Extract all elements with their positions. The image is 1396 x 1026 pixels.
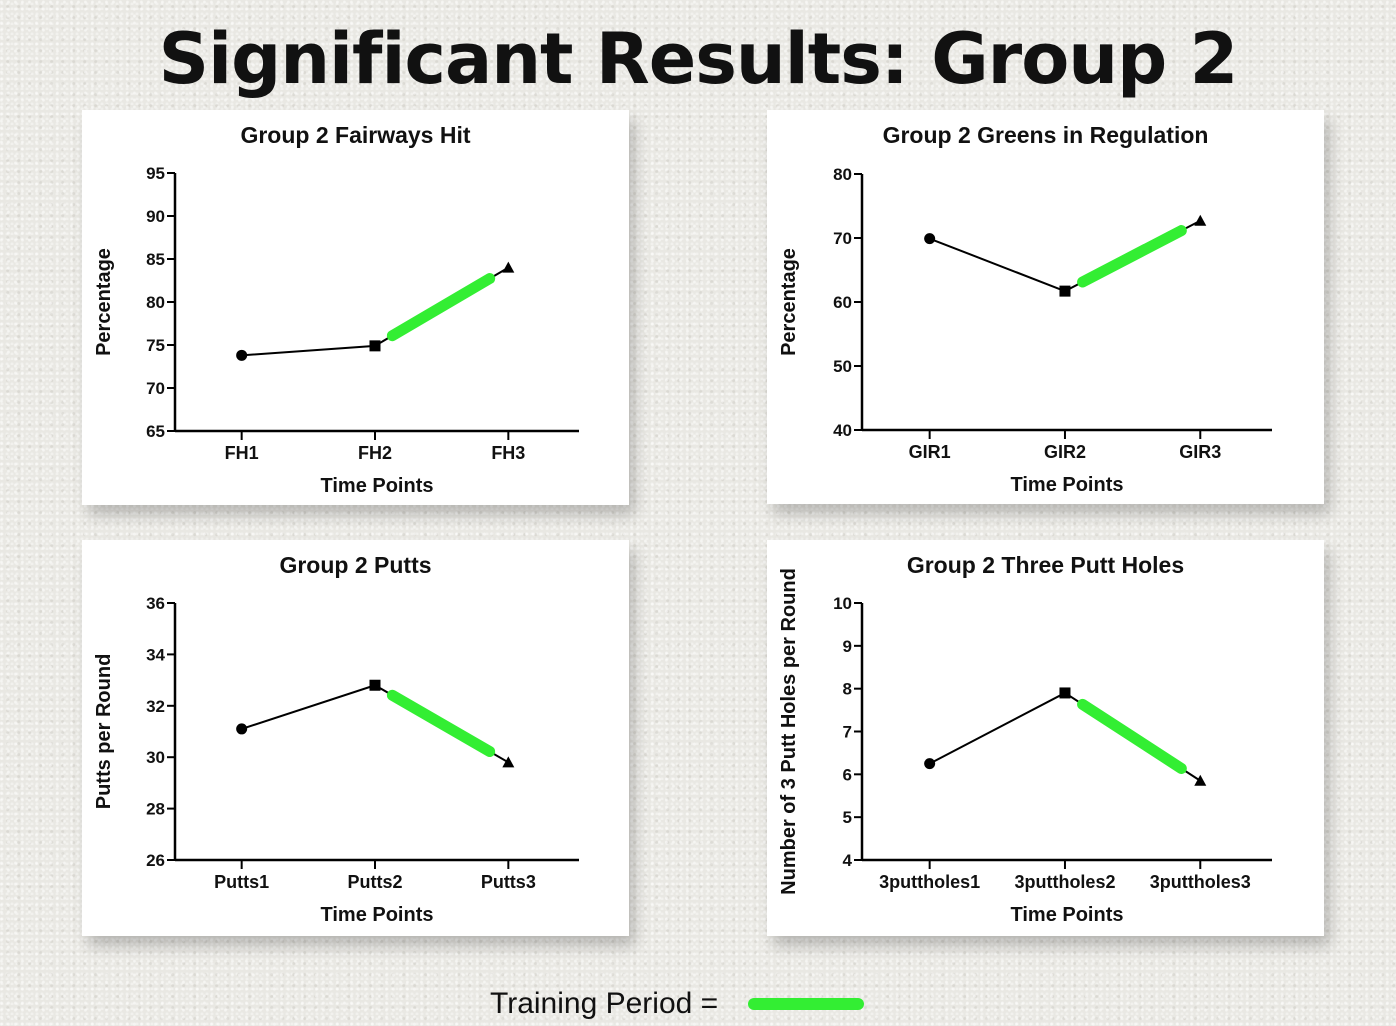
x-tick-label: GIR2 <box>1044 442 1086 462</box>
y-tick-label: 60 <box>833 293 852 312</box>
y-tick-label: 4 <box>843 851 853 870</box>
y-tick-label: 70 <box>833 229 852 248</box>
marker-square <box>1059 687 1071 699</box>
x-tick-label: Putts3 <box>481 872 536 892</box>
chart-title: Group 2 Greens in Regulation <box>883 122 1209 148</box>
legend-training-swatch <box>748 998 865 1010</box>
y-tick-label: 40 <box>833 421 852 440</box>
marker-square <box>369 340 381 352</box>
x-tick-label: 3puttholes2 <box>1014 872 1115 892</box>
y-tick-label: 32 <box>146 697 165 716</box>
x-tick-label: FH1 <box>225 443 259 463</box>
y-tick-label: 9 <box>843 637 852 656</box>
y-axis-label: Percentage <box>778 248 800 356</box>
x-axis-label: Time Points <box>1011 904 1124 926</box>
training-period-segment <box>386 689 496 758</box>
legend: Training Period = <box>490 982 865 1026</box>
chart-title: Group 2 Putts <box>279 552 431 578</box>
y-tick-label: 26 <box>146 851 165 870</box>
chart-greens-in-regulation: Group 2 Greens in Regulation 40 50 60 70 80 GI… <box>778 122 1272 496</box>
y-tick-label: 70 <box>146 379 165 398</box>
x-tick-label: Putts1 <box>214 872 269 892</box>
y-tick-label: 8 <box>843 680 852 699</box>
y-tick-label: 95 <box>146 164 165 183</box>
marker-circle <box>236 349 248 361</box>
y-tick-label: 90 <box>146 207 165 226</box>
y-axis-label: Percentage <box>93 248 115 356</box>
y-tick-label: 36 <box>146 594 165 613</box>
chart-putts: Group 2 Putts 26 28 30 32 34 36 Putts1 Putts2 Put… <box>93 552 579 926</box>
marker-square <box>1059 285 1071 297</box>
legend-label: Training Period = <box>490 987 719 1020</box>
y-tick-label: 28 <box>146 800 165 819</box>
y-tick-label: 7 <box>843 723 852 742</box>
training-period-segment <box>1077 225 1187 288</box>
x-axis-label: Time Points <box>321 475 434 497</box>
x-axis-label: Time Points <box>321 904 434 926</box>
x-tick-label: FH2 <box>358 443 392 463</box>
series-line <box>929 691 1201 782</box>
y-tick-label: 50 <box>833 357 852 376</box>
x-axis-label: Time Points <box>1011 474 1124 496</box>
marker-square <box>369 679 381 691</box>
x-tick-label: 3puttholes3 <box>1150 872 1251 892</box>
y-tick-label: 5 <box>843 808 852 827</box>
series-line <box>241 684 509 764</box>
y-tick-label: 34 <box>146 645 165 664</box>
marker-triangle <box>502 756 515 768</box>
y-tick-label: 6 <box>843 765 852 784</box>
training-period-segment <box>386 273 496 342</box>
y-tick-label: 30 <box>146 748 165 767</box>
chart-panel-putts: Group 2 Putts 26 28 30 32 34 36 Putts1 Putts2 Put… <box>82 540 629 936</box>
marker-triangle <box>502 261 515 273</box>
y-tick-label: 10 <box>833 594 852 613</box>
x-tick-label: 3puttholes1 <box>879 872 980 892</box>
x-tick-label: Putts2 <box>347 872 402 892</box>
marker-circle <box>236 723 248 735</box>
page-title: Significant Results: Group 2 <box>158 18 1239 100</box>
chart-panel-fairways: Group 2 Fairways Hit 65 70 75 80 85 90 95 FH1 FH2… <box>82 110 629 505</box>
chart-fairways-hit: Group 2 Fairways Hit 65 70 75 80 85 90 95 FH1 FH2… <box>93 122 579 497</box>
x-tick-label: FH3 <box>491 443 525 463</box>
y-tick-label: 85 <box>146 250 165 269</box>
chart-panel-greens: Group 2 Greens in Regulation 40 50 60 70 80 GI… <box>767 110 1324 504</box>
x-tick-label: GIR3 <box>1179 442 1221 462</box>
chart-title: Group 2 Three Putt Holes <box>907 552 1184 578</box>
x-tick-label: GIR1 <box>909 442 951 462</box>
chart-panel-three-putt: Group 2 Three Putt Holes 4 5 6 7 8 9 10 3putthol… <box>767 540 1324 936</box>
marker-triangle <box>1194 214 1207 226</box>
y-axis-label: Number of 3 Putt Holes per Round <box>778 568 800 895</box>
y-tick-label: 65 <box>146 422 165 441</box>
marker-circle <box>924 758 936 770</box>
marker-circle <box>924 233 936 245</box>
training-period-segment <box>1077 698 1187 774</box>
y-axis-label: Putts per Round <box>93 654 115 810</box>
y-tick-label: 80 <box>833 165 852 184</box>
series-line <box>929 219 1201 293</box>
y-tick-label: 75 <box>146 336 165 355</box>
chart-title: Group 2 Fairways Hit <box>240 122 470 148</box>
y-tick-label: 80 <box>146 293 165 312</box>
marker-triangle <box>1194 774 1207 786</box>
chart-three-putt-holes: Group 2 Three Putt Holes 4 5 6 7 8 9 10 3putthol… <box>778 552 1272 926</box>
